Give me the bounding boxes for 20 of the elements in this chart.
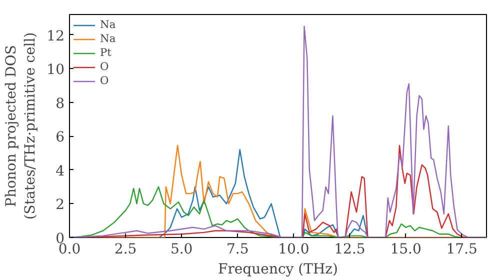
- legend-label: O: [100, 74, 110, 87]
- x-tick-label: 17.5: [446, 242, 478, 258]
- legend-label: O: [100, 60, 110, 73]
- x-axis-title: Frequency (THz): [218, 262, 338, 278]
- legend-label: Na: [100, 18, 117, 31]
- x-tick-label: 10.0: [278, 242, 310, 258]
- y-axis-title: Phonon projected DOS (States/THz·primitive cell): [3, 32, 39, 220]
- legend-label: Pt: [100, 46, 112, 59]
- y-tick-label: 4: [56, 163, 65, 180]
- x-tick-label: 2.5: [114, 242, 137, 258]
- legend-label: Na: [100, 32, 117, 45]
- y-tick-label: 8: [56, 96, 65, 112]
- y-tick-label: 12: [46, 28, 65, 44]
- y-tick-label: 6: [56, 130, 65, 146]
- x-tick-label: 12.5: [334, 242, 366, 258]
- x-tick-label: 5.0: [170, 242, 193, 258]
- x-tick-label: 15.0: [390, 242, 422, 258]
- y-tick-label: 10: [46, 62, 65, 78]
- x-tick-label: 7.5: [226, 242, 249, 258]
- y-tick-label: 2: [56, 197, 65, 214]
